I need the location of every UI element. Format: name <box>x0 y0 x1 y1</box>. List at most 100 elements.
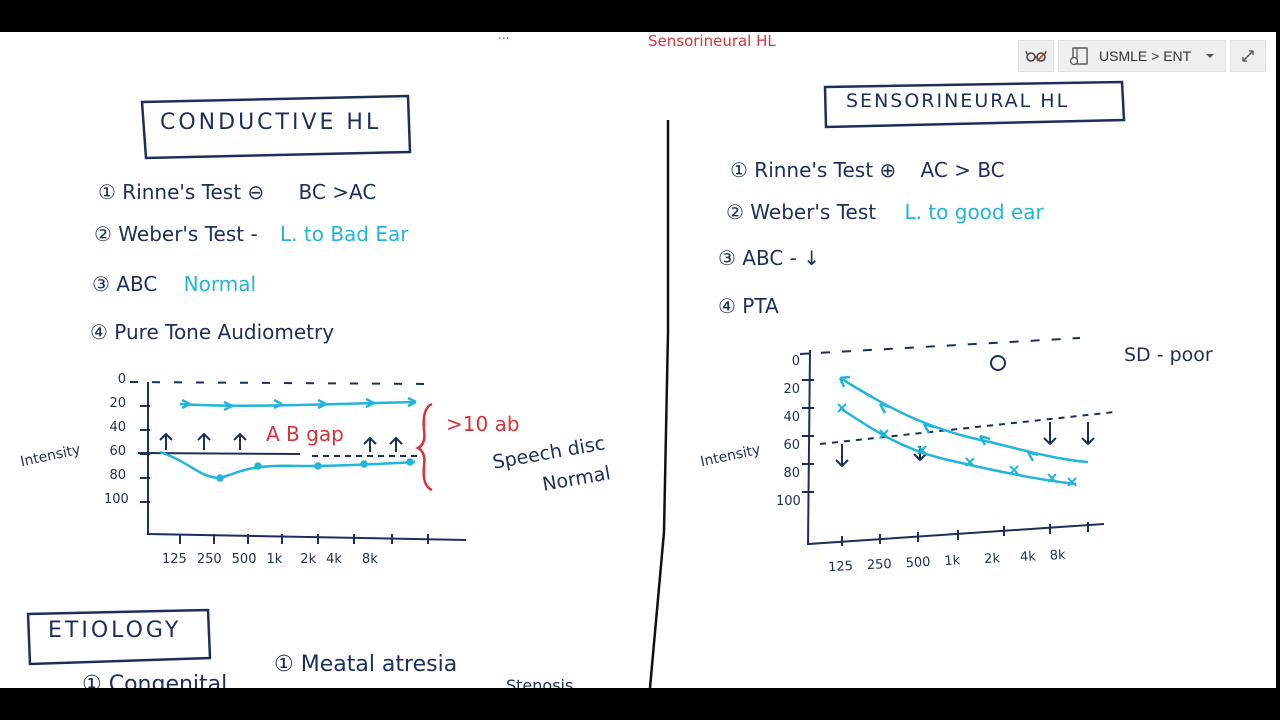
conductive-curves <box>159 396 417 482</box>
sensorineural-item-4: ④ PTA <box>718 294 779 318</box>
conductive-y-ticks <box>140 405 150 503</box>
ab-gap-value: >10 ab <box>446 412 520 436</box>
conductive-y-tick-labels: 0 20 40 60 80 100 <box>104 368 129 512</box>
chevron-down-icon <box>1206 54 1214 58</box>
conductive-zero-line <box>129 381 431 385</box>
header-fragment: Sensorineural HL <box>648 32 776 50</box>
conductive-y-tick: 40 <box>109 420 126 435</box>
conductive-title: CONDUCTIVE HL <box>160 110 382 135</box>
conductive-ac-curve <box>159 450 416 480</box>
sensorineural-ac-curve <box>839 406 1077 486</box>
conductive-bc-curve <box>179 400 416 407</box>
conductive-item-4-text: Pure Tone Audiometry <box>114 320 335 344</box>
sensorineural-item-2: ② Weber's Test L. to good ear <box>726 200 1044 224</box>
header-fragment-left: ... <box>498 32 510 42</box>
sensorineural-axes <box>806 349 1105 546</box>
conductive-item-2-num: ② <box>94 222 112 246</box>
center-divider <box>648 120 670 688</box>
sensorineural-item-4-num: ④ <box>718 294 736 318</box>
conductive-item-4: ④ Pure Tone Audiometry <box>90 320 334 344</box>
conductive-y-tick: 0 <box>117 372 126 387</box>
sensorineural-x-tick: 125 <box>827 558 854 576</box>
sensorineural-y-ticks <box>802 379 814 493</box>
expand-icon <box>1242 50 1254 62</box>
sensorineural-zero-line <box>799 337 1081 355</box>
conductive-title-box <box>140 94 412 160</box>
sensorineural-x-tick: 8k <box>1049 547 1066 564</box>
sensorineural-y-tick: 100 <box>776 494 801 509</box>
sensorineural-item-2-num: ② <box>726 200 744 224</box>
glasses-icon <box>1025 50 1047 62</box>
conductive-x-ticks <box>179 534 429 544</box>
sensorineural-x-tick: 500 <box>905 554 931 572</box>
conductive-x-tick: 1k <box>266 552 283 567</box>
sensorineural-item-1-value: AC > BC <box>920 158 1005 182</box>
sensorineural-item-3-text: ABC - ↓ <box>742 246 821 270</box>
reading-view-button[interactable] <box>1018 40 1054 72</box>
sensorineural-item-4-text: PTA <box>742 294 779 318</box>
conductive-item-1-num: ① <box>98 180 116 204</box>
sensorineural-curves <box>837 375 1089 487</box>
conductive-x-tick-labels: 125 250 500 1k 2k 4k 8k <box>162 552 378 567</box>
ink-drawing-layer <box>26 80 1126 688</box>
conductive-x-tick: 125 <box>162 552 187 567</box>
sensorineural-y-tick: 40 <box>783 410 800 425</box>
top-black-bar <box>0 0 1280 32</box>
sensorineural-x-ticks <box>841 522 1089 546</box>
conductive-item-3-text: ABC <box>116 272 158 296</box>
sensorineural-x-tick: 4k <box>1019 549 1037 566</box>
conductive-x-tick: 8k <box>361 552 378 567</box>
sensorineural-graph <box>799 337 1116 546</box>
conductive-y-tick: 20 <box>109 396 126 411</box>
sensorineural-item-2-text: Weber's Test <box>750 200 877 224</box>
sensorineural-x-tick: 250 <box>866 556 893 574</box>
ab-gap-label: A B gap <box>266 422 344 446</box>
sensorineural-bc-curve <box>839 376 1089 464</box>
sd-poor-marker <box>990 355 1006 371</box>
etiology-title: ETIOLOGY <box>48 618 182 643</box>
sensorineural-normal-line <box>819 411 1116 445</box>
conductive-item-3-value: Normal <box>183 272 257 296</box>
conductive-item-3-num: ③ <box>92 272 110 296</box>
sensorineural-item-1: ① Rinne's Test ⊕ AC > BC <box>730 158 1005 182</box>
conductive-item-1-value: BC >AC <box>298 180 377 204</box>
sensorineural-y-tick: 60 <box>783 438 800 453</box>
sensorineural-x-tick: 1k <box>944 553 961 570</box>
sensorineural-y-tick: 80 <box>783 466 800 481</box>
sensorineural-x-tick: 2k <box>983 551 1001 568</box>
notebook-section-dropdown[interactable]: USMLE > ENT <box>1058 40 1226 72</box>
conductive-axes <box>147 382 467 541</box>
ab-gap-bracket <box>415 402 433 492</box>
etiology-item-stenosis: Stenosis <box>506 676 574 688</box>
notebook-section-label: USMLE > ENT <box>1099 48 1192 64</box>
conductive-item-1: ① Rinne's Test ⊖ BC >AC <box>98 180 376 204</box>
sensorineural-item-3-num: ③ <box>718 246 736 270</box>
conductive-y-tick: 100 <box>104 492 129 507</box>
etiology-title-box <box>26 608 212 666</box>
conductive-item-1-text: Rinne's Test ⊖ <box>122 180 265 204</box>
notebook-page: Sensorineural HL ... CONDUCTIVE HL ① Rin… <box>0 32 1276 688</box>
conductive-item-2-value: L. to Bad Ear <box>280 222 409 246</box>
sensorineural-item-1-num: ① <box>730 158 748 182</box>
etiology-item-congenital: ① Congenital <box>82 672 228 688</box>
sd-poor-label: SD - poor <box>1124 344 1213 366</box>
sensorineural-title-box <box>823 80 1126 129</box>
sensorineural-item-1-text: Rinne's Test ⊕ <box>754 158 897 182</box>
notebook-icon <box>1069 47 1088 66</box>
conductive-item-3: ③ ABC Normal <box>92 272 256 296</box>
conductive-y-tick: 60 <box>109 444 126 459</box>
conductive-x-tick: 2k <box>300 552 317 567</box>
expand-button[interactable] <box>1230 40 1266 72</box>
sensorineural-item-3: ③ ABC - ↓ <box>718 246 820 270</box>
conductive-item-2: ② Weber's Test - L. to Bad Ear <box>94 222 408 246</box>
notebook-toolbar: USMLE > ENT <box>1018 40 1266 74</box>
conductive-x-tick: 4k <box>326 552 342 567</box>
conductive-x-tick: 250 <box>196 552 222 567</box>
bottom-black-bar <box>0 688 1280 720</box>
sensorineural-title: SENSORINEURAL HL <box>846 90 1070 112</box>
conductive-item-4-num: ④ <box>90 320 108 344</box>
conductive-y-tick: 80 <box>109 468 126 483</box>
sensorineural-y-tick: 0 <box>791 354 800 369</box>
conductive-bc-arrows <box>159 432 403 452</box>
conductive-item-2-text: Weber's Test - <box>118 222 258 246</box>
